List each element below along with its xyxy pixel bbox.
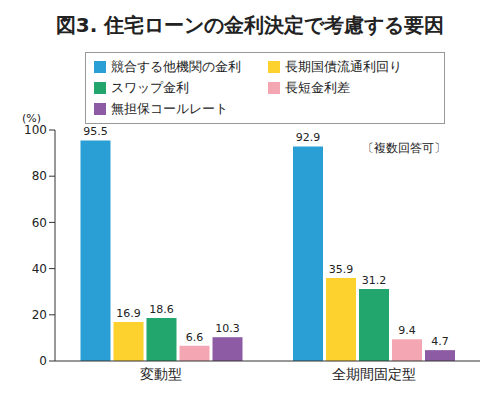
svg-text:6.6: 6.6 (186, 331, 204, 344)
svg-text:40: 40 (32, 262, 47, 276)
svg-text:60: 60 (32, 216, 47, 230)
svg-text:31.2: 31.2 (362, 274, 387, 287)
svg-text:80: 80 (32, 169, 47, 183)
html-text:〔複数回答可〕: 〔複数回答可〕 (362, 141, 446, 155)
svg-text:18.6: 18.6 (149, 303, 174, 316)
svg-text:10.3: 10.3 (215, 322, 240, 335)
svg-text:95.5: 95.5 (83, 125, 108, 138)
svg-text:全期間固定型: 全期間固定型 (332, 366, 416, 382)
svg-text:0: 0 (39, 354, 47, 368)
html-text:長期国債流通利回り: 長期国債流通利回り (285, 59, 402, 74)
html-text:図3. 住宅ローンの金利決定で考慮する要因: 図3. 住宅ローンの金利決定で考慮する要因 (55, 13, 445, 37)
svg-text:100: 100 (24, 123, 47, 137)
html-text:無担保コールレート: 無担保コールレート (111, 101, 228, 116)
svg-text:4.7: 4.7 (431, 335, 449, 348)
svg-text:9.4: 9.4 (398, 324, 416, 337)
svg-text:16.9: 16.9 (116, 307, 141, 320)
html-text:スワップ金利: スワップ金利 (111, 80, 189, 95)
html-text:長短金利差: 長短金利差 (285, 80, 350, 95)
svg-text:変動型: 変動型 (140, 366, 182, 382)
svg-text:92.9: 92.9 (296, 131, 321, 144)
html-text:競合する他機関の金利: 競合する他機関の金利 (111, 59, 241, 74)
svg-text:35.9: 35.9 (329, 263, 354, 276)
svg-text:20: 20 (32, 308, 47, 322)
